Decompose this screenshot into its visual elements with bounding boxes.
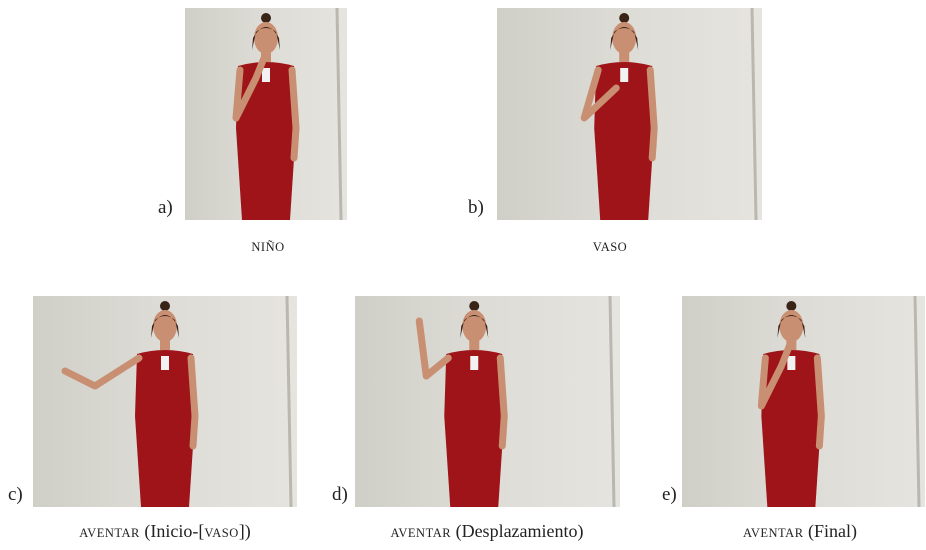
dress — [236, 62, 296, 220]
panel-caption: AVENTAR (Inicio-[VASO]) — [79, 521, 251, 542]
head — [779, 310, 803, 342]
arm-right — [292, 70, 296, 158]
hair-bun — [786, 301, 796, 311]
caption-part: NIÑO — [251, 240, 284, 254]
hair-bun — [160, 301, 170, 311]
photo — [33, 296, 297, 507]
undershirt — [161, 356, 169, 370]
arm-right — [191, 358, 195, 446]
head — [612, 22, 636, 54]
panel-caption: AVENTAR (Desplazamiento) — [390, 521, 583, 542]
photo — [682, 296, 925, 507]
caption-part: VASO — [593, 240, 627, 254]
photo — [185, 8, 347, 220]
arm-right — [500, 358, 504, 446]
dress — [444, 350, 504, 507]
head — [462, 310, 486, 342]
caption-part: ]) — [239, 521, 251, 542]
undershirt — [787, 356, 795, 370]
undershirt — [262, 68, 270, 82]
caption-part: VASO — [204, 526, 238, 540]
panel-letter: a) — [158, 197, 173, 218]
panel-letter: c) — [8, 484, 23, 505]
caption-part: (Desplazamiento) — [451, 521, 583, 542]
panel-caption: NIÑO — [251, 240, 284, 254]
photo — [497, 8, 762, 220]
hair-bun — [619, 13, 629, 23]
dress — [761, 350, 821, 507]
undershirt — [620, 68, 628, 82]
hair-bun — [261, 13, 271, 23]
dress — [594, 62, 654, 220]
hair-bun — [469, 301, 479, 311]
panel: e) AVENTAR (Final) — [662, 296, 925, 542]
head — [153, 310, 177, 342]
figure: a)NIÑOb)VASOc)AVENTAR (Inicio-[VASO])d)A… — [0, 0, 926, 550]
dress — [135, 350, 195, 507]
neck — [160, 340, 170, 350]
neck — [619, 52, 629, 62]
arm-right — [817, 358, 821, 446]
caption-part: (Final) — [804, 521, 858, 542]
panel: d) AVENTAR (Desplazamiento) — [332, 296, 620, 542]
caption-part: AVENTAR — [743, 526, 804, 540]
neck — [469, 340, 479, 350]
panel-caption: VASO — [593, 240, 627, 254]
caption-part: AVENTAR — [79, 526, 140, 540]
caption-part: (Inicio-[ — [140, 521, 204, 542]
undershirt — [470, 356, 478, 370]
arm-right — [650, 70, 654, 158]
panel: c) AVENTAR (Inicio-[VASO]) — [8, 296, 297, 542]
panel-caption: AVENTAR (Final) — [743, 521, 857, 542]
panel-letter: e) — [662, 484, 677, 505]
panel: b) VASO — [468, 8, 762, 254]
panel-letter: d) — [332, 484, 348, 505]
caption-part: AVENTAR — [390, 526, 451, 540]
panel: a) NIÑO — [158, 8, 347, 254]
head — [254, 22, 278, 54]
photo — [355, 296, 620, 507]
panel-letter: b) — [468, 197, 484, 218]
